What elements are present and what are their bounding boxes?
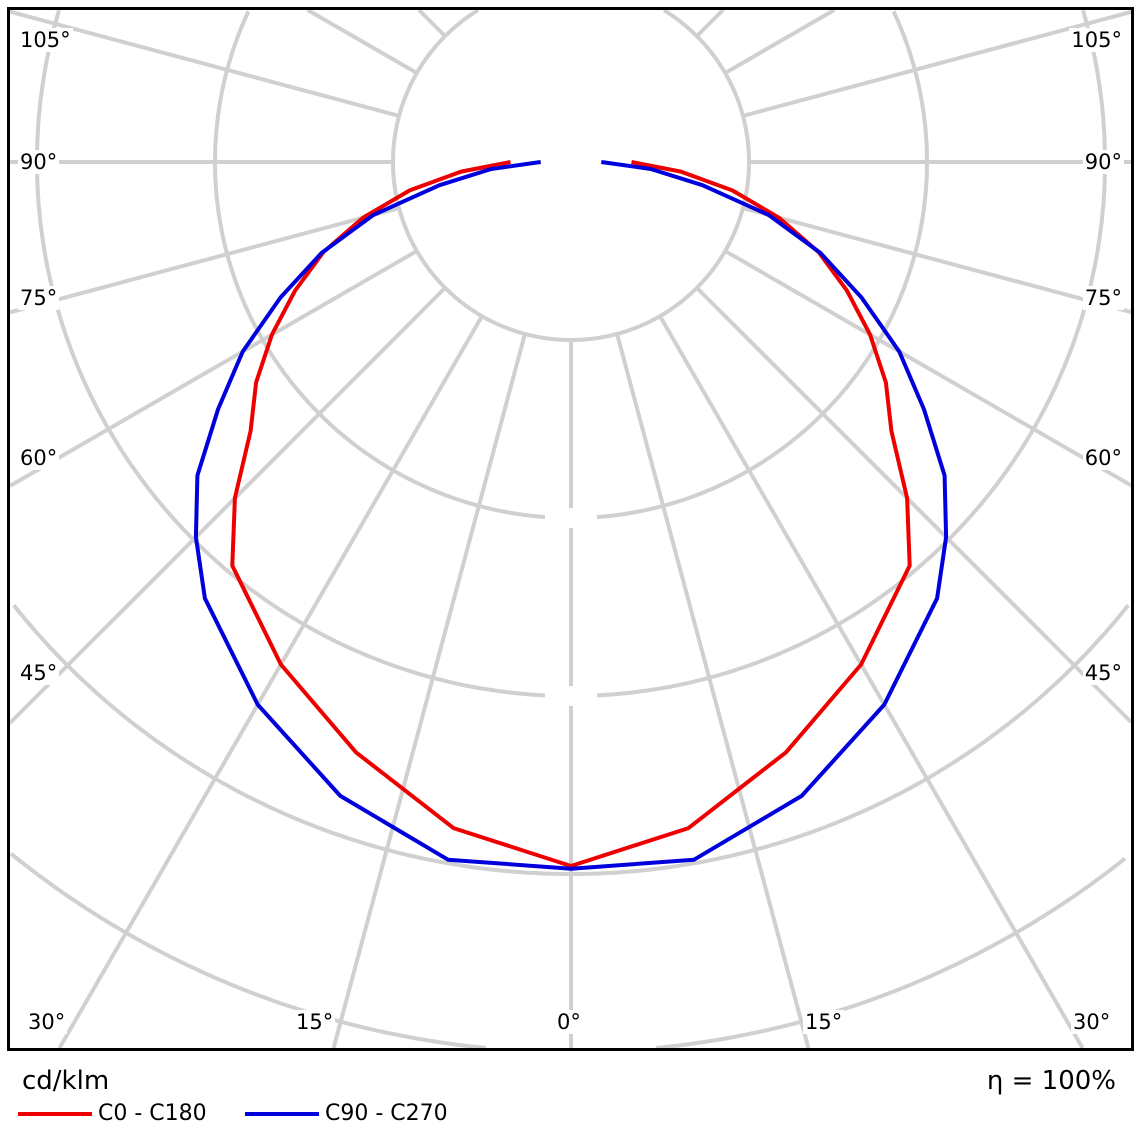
angle-label-right-60: 60° [1082, 446, 1124, 470]
angle-label-bottom-30-left: 30° [26, 1010, 68, 1034]
angle-label-left-60: 60° [18, 446, 60, 470]
grid-ray [724, 8, 836, 75]
grid-ring [9, 852, 1127, 1050]
efficiency-label: η = 100% [986, 1066, 1116, 1096]
legend-swatch-red [18, 1112, 92, 1116]
legend-swatch-blue [245, 1112, 319, 1116]
legend-label: C0 - C180 [98, 1101, 207, 1126]
angle-label-right-105: 105° [1069, 28, 1124, 52]
grid-ray [742, 206, 1132, 314]
legend-item-c0-c180: C0 - C180 [18, 1101, 207, 1127]
angle-label-bottom-0: 0° [555, 1010, 583, 1034]
grid-ray [8, 286, 447, 725]
grid-ray [742, 10, 1132, 118]
legend-label: C90 - C270 [325, 1101, 448, 1126]
angle-label-left-75: 75° [18, 286, 60, 310]
grid-ray [9, 9, 400, 118]
angle-label-right-90: 90° [1082, 150, 1124, 174]
grid-ray [615, 333, 811, 1049]
polar-grid [8, 8, 1133, 1050]
grid-ray [9, 206, 400, 315]
grid-ray [417, 8, 447, 38]
grid-ray [9, 249, 418, 488]
grid-ring [213, 10, 929, 520]
angle-label-bottom-15-right: 15° [803, 1010, 845, 1034]
angle-label-right-45: 45° [1082, 661, 1124, 685]
series-curve-c90-c270 [193, 160, 949, 871]
grid-ray [695, 286, 1133, 724]
intensity-curves [193, 160, 949, 871]
grid-ray [695, 8, 725, 38]
angle-label-right-75: 75° [1082, 286, 1124, 310]
grid-ring [391, 8, 751, 342]
angle-label-left-105: 105° [18, 28, 73, 52]
plot-frame [7, 7, 1134, 1051]
ring-label-gap [545, 686, 597, 706]
series-curve-c0-c180 [230, 160, 912, 868]
angle-label-bottom-15-left: 15° [294, 1010, 336, 1034]
unit-label: cd/klm [22, 1066, 110, 1096]
grid-ring [12, 603, 1130, 876]
grid-ray [306, 8, 418, 75]
ring-label-gap [545, 508, 597, 528]
grid-ray [724, 249, 1133, 488]
angle-label-bottom-30-right: 30° [1071, 1010, 1113, 1034]
angle-label-left-45: 45° [18, 661, 60, 685]
grid-ray [331, 333, 527, 1049]
grid-ray [57, 315, 484, 1050]
angle-label-left-90: 90° [18, 150, 60, 174]
legend-item-c90-c270: C90 - C270 [245, 1101, 448, 1127]
grid-ray [658, 315, 1085, 1050]
